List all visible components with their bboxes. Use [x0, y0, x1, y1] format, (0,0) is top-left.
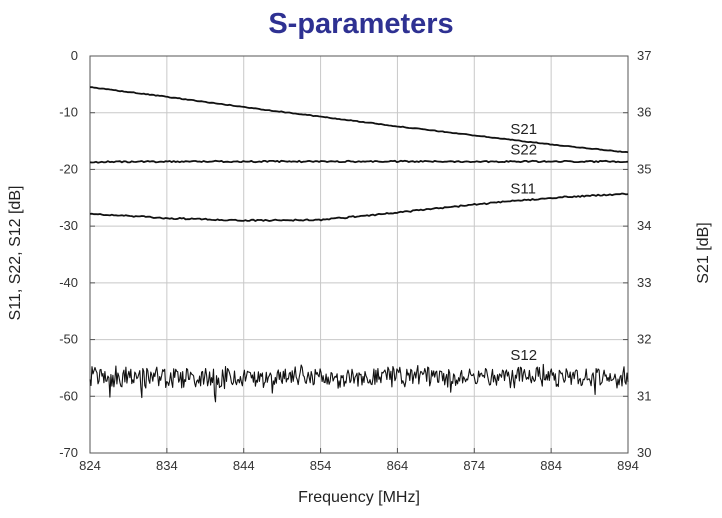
- x-tick-label: 864: [387, 458, 409, 473]
- y-right-tick-label: 30: [637, 445, 651, 460]
- y-right-axis-title: S21 [dB]: [695, 222, 712, 283]
- y-left-tick-label: -60: [59, 388, 78, 403]
- series-label-s11: S11: [510, 181, 536, 198]
- series-line-s21: [89, 86, 629, 154]
- series-label-s22: S22: [510, 141, 537, 158]
- x-tick-label: 894: [617, 458, 639, 473]
- x-tick-label: 884: [540, 458, 562, 473]
- series-lines: [89, 86, 629, 403]
- y-left-axis-title: S11, S22, S12 [dB]: [7, 186, 24, 321]
- series-line-s22: [89, 159, 629, 164]
- y-right-tick-label: 34: [637, 218, 651, 233]
- y-right-tick-label: 37: [637, 48, 651, 63]
- x-tick-label: 874: [463, 458, 485, 473]
- plot-frame: [89, 55, 629, 454]
- series-line-s12: [89, 363, 629, 403]
- y-right-tick-label: 32: [637, 332, 651, 347]
- x-tick-label: 844: [233, 458, 255, 473]
- y-right-tick-label: 33: [637, 275, 651, 290]
- y-left-tick-label: -30: [59, 218, 78, 233]
- y-left-tick-label: -20: [59, 161, 78, 176]
- x-tick-label: 824: [79, 458, 101, 473]
- y-right-tick-label: 31: [637, 388, 651, 403]
- series-labels: S21 S22 S11 S12: [510, 121, 537, 364]
- y-right-tick-label: 36: [637, 105, 651, 120]
- axis-ticks: 824 834 844 854 864 874 884 894 0 -10 -20 -30 -40 -50…: [59, 48, 651, 473]
- series-label-s21: S21: [510, 121, 537, 138]
- y-right-tick-label: 35: [637, 161, 651, 176]
- y-left-tick-label: -70: [59, 445, 78, 460]
- y-left-tick-label: -10: [59, 105, 78, 120]
- y-left-tick-label: 0: [71, 48, 78, 63]
- chart-title: S-parameters: [268, 8, 453, 40]
- x-axis-title: Frequency [MHz]: [298, 489, 420, 506]
- y-left-tick-label: -50: [59, 332, 78, 347]
- series-label-s12: S12: [510, 347, 537, 364]
- grid: [90, 56, 628, 453]
- series-line-s11: [89, 192, 629, 222]
- x-tick-label: 834: [156, 458, 178, 473]
- y-left-tick-label: -40: [59, 275, 78, 290]
- x-tick-label: 854: [310, 458, 332, 473]
